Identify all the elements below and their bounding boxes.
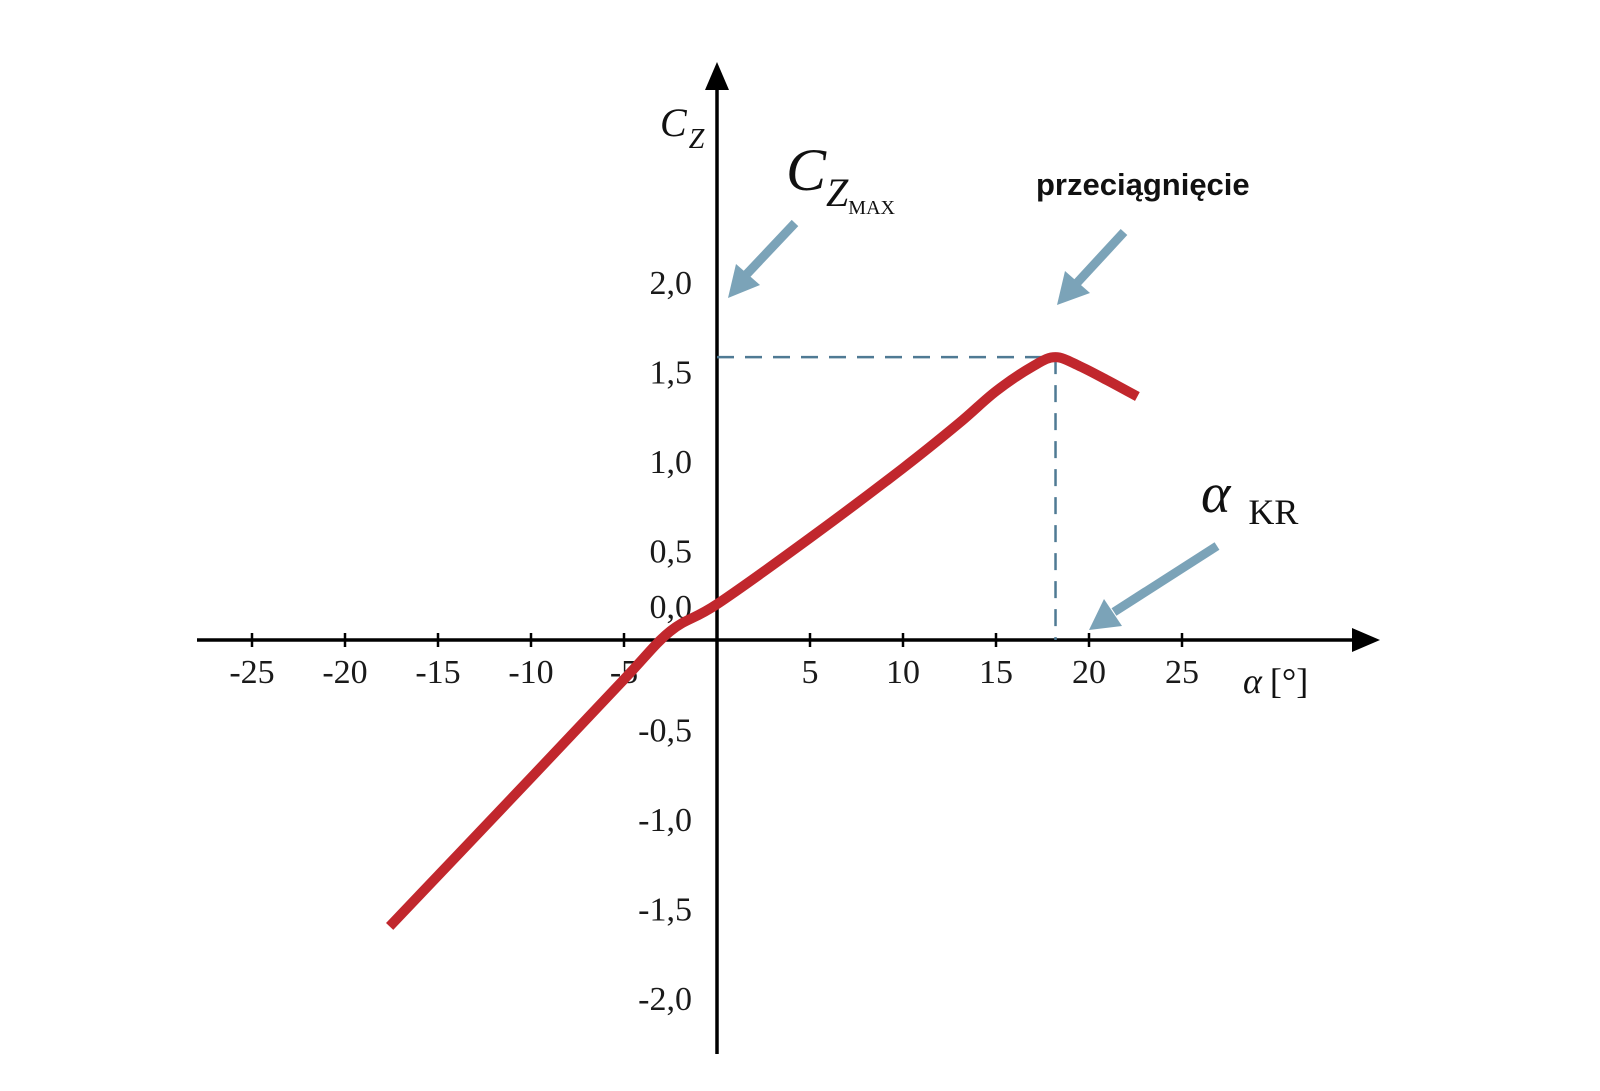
stall-arrow: [1057, 228, 1128, 305]
y-tick-label: -2,0: [638, 981, 692, 1018]
x-axis-label: α [°]: [1243, 661, 1308, 701]
y-tick-label: 2,0: [650, 265, 693, 302]
alpha-kr-sub: KR: [1248, 492, 1298, 532]
x-tick-label: 5: [802, 654, 819, 691]
y-tick-label: 0,5: [650, 534, 693, 571]
cz-max-sub: Z: [826, 170, 849, 215]
alpha-kr-label: α KR: [1201, 463, 1298, 532]
cz-max-subsub: MAX: [848, 197, 895, 219]
x-axis-label-unit: [°]: [1270, 661, 1308, 701]
y-axis-label-main: C: [660, 100, 688, 145]
alpha-kr-symbol: α: [1201, 463, 1232, 525]
y-axis-arrowhead: [705, 62, 729, 90]
axes: [197, 62, 1380, 1054]
y-tick-label: -1,5: [638, 892, 692, 929]
x-tick-label: -25: [229, 654, 274, 691]
y-tick-label: -1,0: [638, 802, 692, 839]
x-tick-label: 15: [979, 654, 1013, 691]
x-axis-arrowhead: [1352, 628, 1380, 652]
x-tick-label: -20: [322, 654, 367, 691]
series-line: [386, 352, 1140, 930]
stall-label: przeciągnięcie: [1036, 167, 1250, 202]
y-axis-label: CZ: [660, 100, 705, 155]
cz-max-main: C: [786, 137, 827, 203]
x-axis-label-symbol: α: [1243, 661, 1263, 701]
annotation-arrows: [728, 219, 1220, 630]
x-tick-label: -15: [415, 654, 460, 691]
guide-lines: [717, 355, 1057, 640]
y-axis-label-sub: Z: [689, 124, 705, 155]
y-axis-ticks: 2,01,51,00,50,0-0,5-1,0-1,5-2,0: [638, 265, 692, 1018]
y-tick-label: 1,5: [650, 355, 693, 392]
cz-max-arrow: [728, 219, 799, 298]
x-tick-label: 25: [1165, 654, 1199, 691]
y-tick-label: -0,5: [638, 713, 692, 750]
x-tick-label: 10: [886, 654, 920, 691]
x-tick-label: -10: [508, 654, 553, 691]
alpha-kr-arrow: [1089, 542, 1220, 630]
y-tick-label: 1,0: [650, 444, 693, 481]
cz-max-label: CZMAX: [786, 137, 896, 219]
x-tick-label: 20: [1072, 654, 1106, 691]
